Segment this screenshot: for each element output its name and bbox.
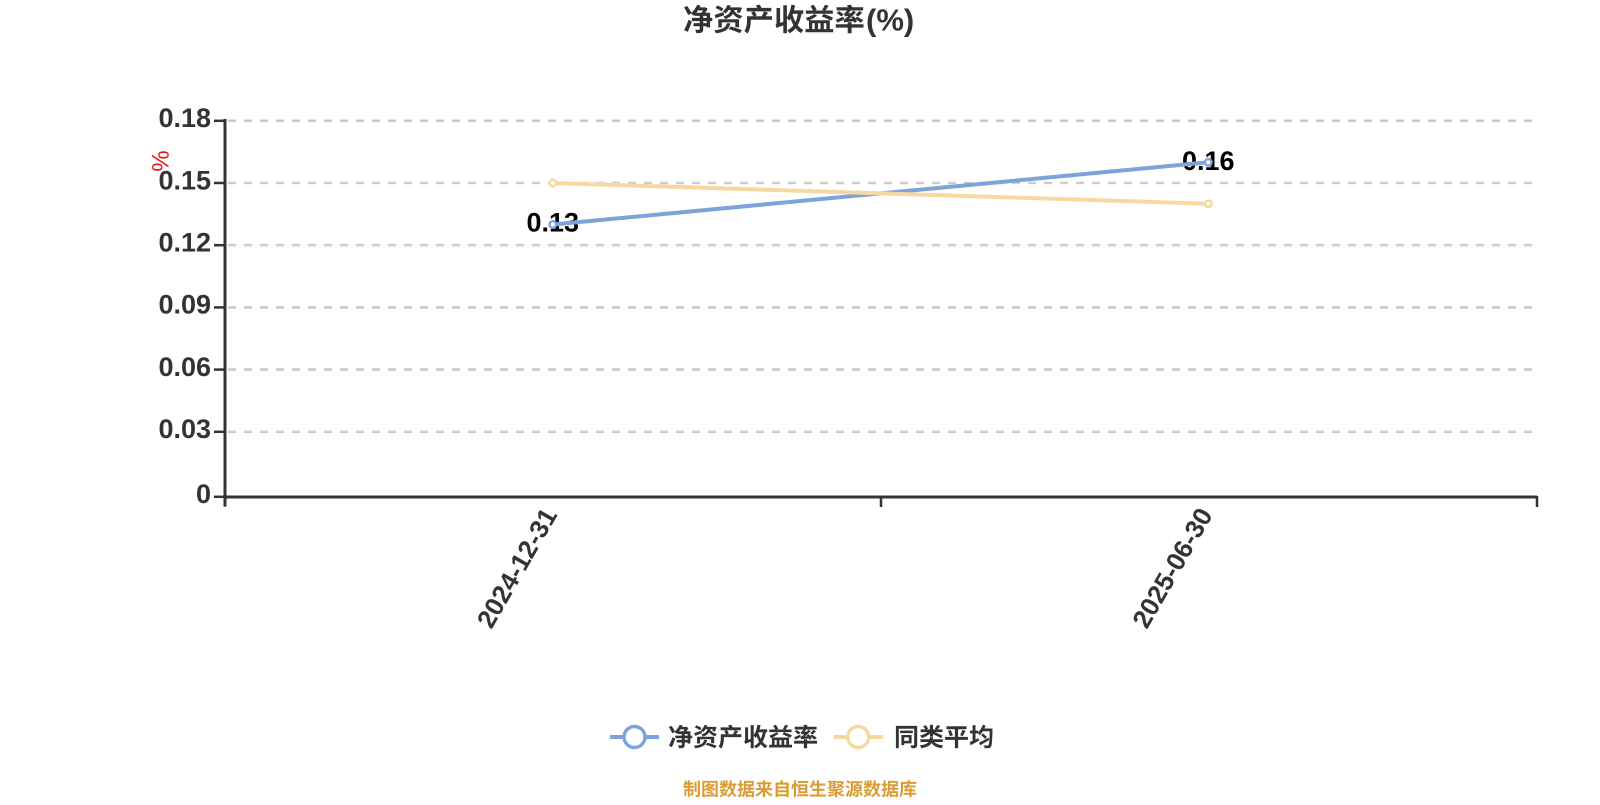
svg-text:(%): (%) xyxy=(866,3,914,38)
svg-text:0.18: 0.18 xyxy=(158,103,211,133)
svg-text:0.03: 0.03 xyxy=(158,414,211,444)
svg-text:0.15: 0.15 xyxy=(158,165,211,195)
svg-text:0: 0 xyxy=(196,479,211,509)
svg-text:0.12: 0.12 xyxy=(158,228,211,258)
svg-text:0.06: 0.06 xyxy=(158,352,211,382)
svg-text:%: % xyxy=(146,150,173,171)
svg-text:0.09: 0.09 xyxy=(158,290,211,320)
